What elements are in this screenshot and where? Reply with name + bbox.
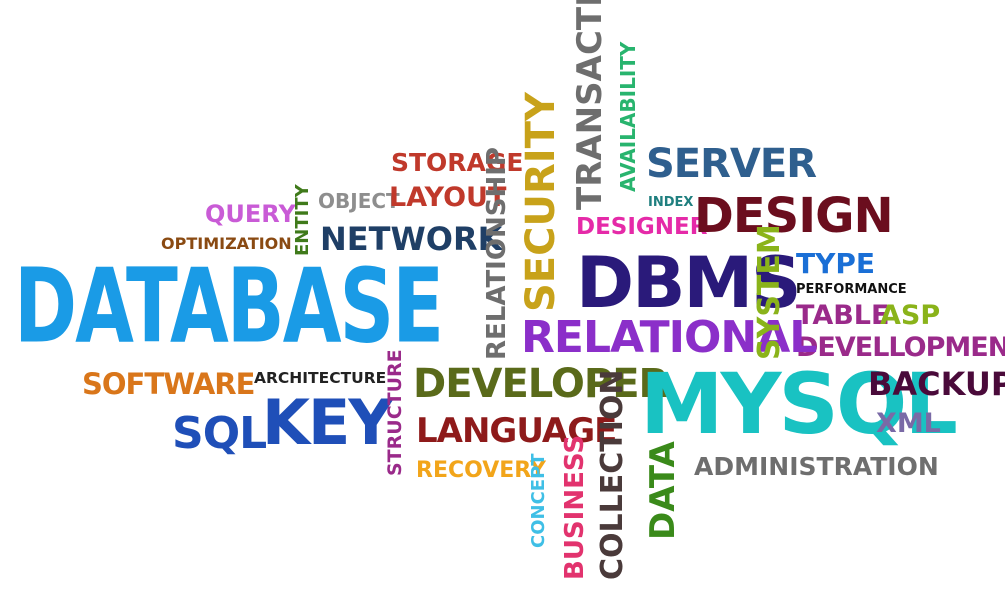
word-recovery: RECOVERY [416,458,546,483]
word-collection: COLLECTION [595,369,630,581]
word-architecture: ARCHITECTURE [254,369,387,387]
word-develloppment: DEVELLOPMENT [796,332,1005,363]
word-administration: ADMINISTRATION [694,452,939,481]
word-language: LANGUAGE [416,411,617,451]
word-availability: AVAILABILITY [616,41,640,192]
word-type: TYPE [796,247,876,280]
word-dbms: DBMS [576,242,802,324]
word-layout: LAYOUT [389,182,507,213]
word-table: TABLE [796,300,890,331]
word-query: QUERY [205,200,296,228]
word-performance: PERFORMANCE [796,282,907,297]
word-asp: ASP [880,300,941,331]
word-developer: DEVELOPER [413,361,669,407]
word-relational: RELATIONAL [521,312,817,363]
word-object: OBJECT [318,189,400,213]
word-concept: CONCEPT [528,453,549,548]
word-mysql: MYSQL [640,355,958,453]
word-relationship: RELATIONSHIP [482,147,512,360]
word-entity: ENTITY [292,184,313,256]
word-backup: BACKUP [868,365,1005,403]
word-key: KEY [262,386,393,459]
word-sql: SQL [172,408,267,459]
word-optimization: OPTIMIZATION [161,234,292,253]
word-software: SOFTWARE [82,367,255,401]
word-business: BUSINESS [560,434,590,580]
word-network: NETWORK [320,220,503,258]
word-xml: XML [876,408,941,439]
word-index: INDEX [648,195,694,210]
word-server: SERVER [646,141,817,187]
word-database: DATABASE [14,245,444,366]
word-data: DATA [643,441,683,540]
word-storage: STORAGE [391,148,524,177]
word-design: DESIGN [694,188,894,244]
word-system: SYSTEM [752,224,787,360]
word-structure: STRUCTURE [384,349,406,476]
word-designer: DESIGNER [576,214,708,240]
word-security: SECURITY [518,92,564,312]
word-transaction: TRANSACTION [570,0,610,210]
